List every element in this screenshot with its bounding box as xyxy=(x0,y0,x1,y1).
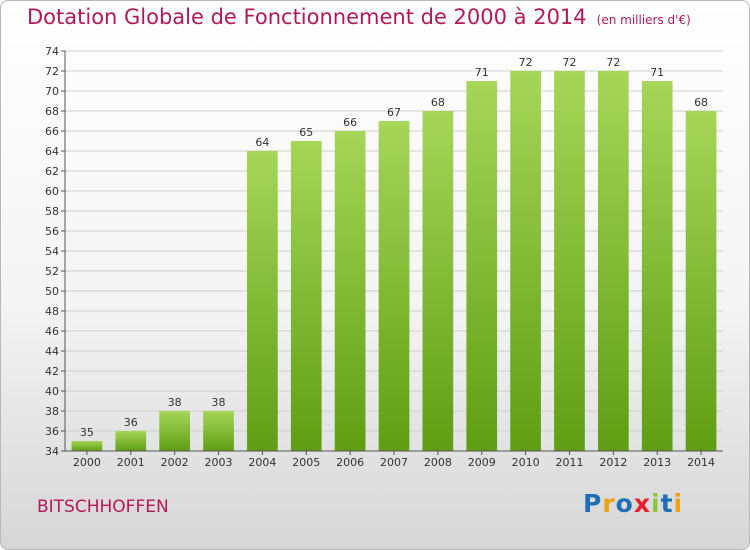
logo-letter: t xyxy=(660,489,674,518)
data-label: 35 xyxy=(80,426,94,439)
x-tick-label: 2000 xyxy=(73,456,101,469)
y-tick-label: 58 xyxy=(45,205,59,218)
y-tick-label: 42 xyxy=(45,365,59,378)
y-tick-label: 64 xyxy=(45,145,59,158)
y-tick-label: 40 xyxy=(45,385,59,398)
logo-letter: i xyxy=(673,489,684,518)
y-tick-label: 36 xyxy=(45,425,59,438)
title-text: Dotation Globale de Fonctionnement de 20… xyxy=(27,5,587,29)
y-tick-label: 48 xyxy=(45,305,59,318)
data-label: 72 xyxy=(606,56,620,69)
data-label: 68 xyxy=(431,96,445,109)
bar-2008 xyxy=(422,111,454,451)
bars: 35 36 38 38 64 65 66 67 68 71 72 72 72 71 68 xyxy=(71,56,717,451)
data-label: 71 xyxy=(475,66,489,79)
x-tick-label: 2012 xyxy=(599,456,627,469)
bar-2012 xyxy=(597,71,629,451)
data-label: 38 xyxy=(212,396,226,409)
data-label: 72 xyxy=(562,56,576,69)
data-label: 38 xyxy=(168,396,182,409)
y-tick-label: 74 xyxy=(45,45,59,58)
y-tick-label: 70 xyxy=(45,85,59,98)
x-tick-label: 2007 xyxy=(380,456,408,469)
bar-2010 xyxy=(510,71,541,451)
data-label: 71 xyxy=(650,66,664,79)
bar-2001 xyxy=(115,431,147,451)
logo-letter: r xyxy=(602,489,616,518)
bar-2004 xyxy=(247,151,278,451)
bar-2009 xyxy=(466,81,498,451)
y-tick-label: 54 xyxy=(45,245,59,258)
x-tick-label: 2002 xyxy=(161,456,189,469)
y-tick-label: 68 xyxy=(45,105,59,118)
bar-2014 xyxy=(685,111,717,451)
axes: 34 36 38 40 42 44 46 48 50 52 54 56 58 60 62 64 66 68 70 72… xyxy=(45,45,723,469)
bar-2000 xyxy=(71,441,103,451)
x-tick-label: 2003 xyxy=(205,456,233,469)
y-tick-label: 50 xyxy=(45,285,59,298)
logo-letter: x xyxy=(633,489,651,518)
y-tick-label: 46 xyxy=(45,325,59,338)
bar-2011 xyxy=(554,71,585,451)
bar-2007 xyxy=(378,121,410,451)
x-tick-label: 2010 xyxy=(512,456,540,469)
data-label: 36 xyxy=(124,416,138,429)
y-tick-label: 56 xyxy=(45,225,59,238)
y-tick-label: 66 xyxy=(45,125,59,138)
x-tick-label: 2013 xyxy=(643,456,671,469)
data-label: 66 xyxy=(343,116,357,129)
y-tick-label: 52 xyxy=(45,265,59,278)
x-tick-label: 2011 xyxy=(555,456,583,469)
data-label: 64 xyxy=(255,136,269,149)
logo-letter: i xyxy=(651,489,661,518)
logo-letter: P xyxy=(583,489,603,518)
x-tick-label: 2001 xyxy=(117,456,145,469)
bar-2013 xyxy=(641,81,673,451)
y-tick-label: 72 xyxy=(45,65,59,78)
bar-2006 xyxy=(334,131,366,451)
chart-title: Dotation Globale de Fonctionnement de 20… xyxy=(27,5,691,29)
bar-2003 xyxy=(203,411,234,451)
x-tick-label: 2008 xyxy=(424,456,452,469)
logo-letter: o xyxy=(615,489,634,518)
y-tick-label: 44 xyxy=(45,345,59,358)
data-label: 72 xyxy=(519,56,533,69)
data-label: 68 xyxy=(694,96,708,109)
data-label: 67 xyxy=(387,106,401,119)
y-tick-label: 60 xyxy=(45,185,59,198)
x-tick-label: 2004 xyxy=(248,456,276,469)
x-tick-label: 2014 xyxy=(687,456,715,469)
proxiti-logo: Proxiti xyxy=(583,489,683,518)
y-tick-label: 62 xyxy=(45,165,59,178)
chart-subtitle: (en milliers d'€) xyxy=(596,13,691,27)
data-label: 65 xyxy=(299,126,313,139)
x-tick-label: 2005 xyxy=(292,456,320,469)
x-tick-label: 2006 xyxy=(336,456,364,469)
bar-2002 xyxy=(159,411,191,451)
commune-name: BITSCHHOFFEN xyxy=(37,497,169,517)
bar-2005 xyxy=(290,141,322,451)
y-tick-label: 34 xyxy=(45,445,59,458)
x-tick-label: 2009 xyxy=(468,456,496,469)
y-tick-label: 38 xyxy=(45,405,59,418)
